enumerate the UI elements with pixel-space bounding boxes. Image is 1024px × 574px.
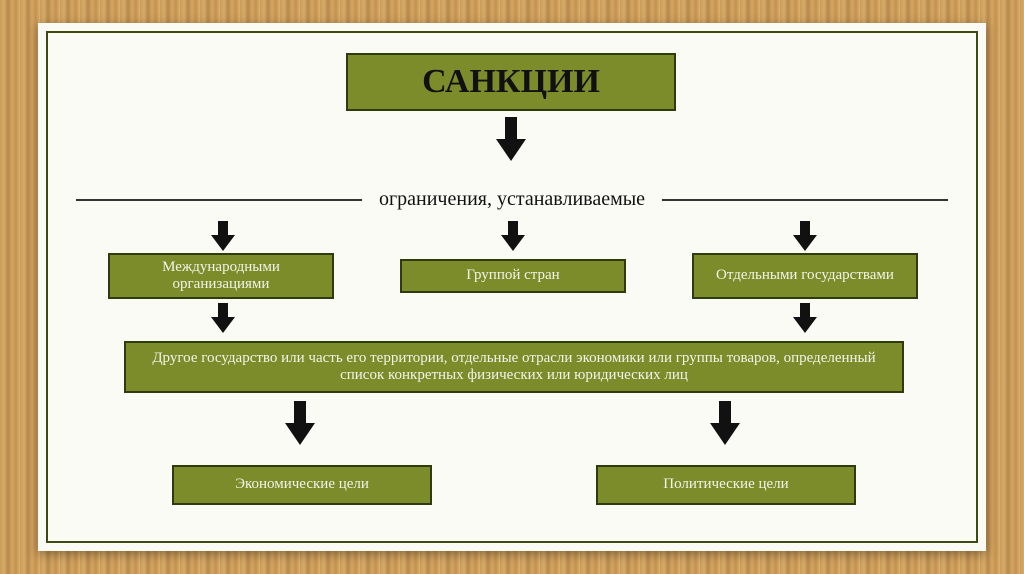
arrow-down-icon	[211, 303, 235, 335]
arrow-down-icon	[285, 401, 315, 447]
node-country-group: Группой стран	[400, 259, 626, 293]
node-economic-goals: Экономические цели	[172, 465, 432, 505]
arrow-down-icon	[501, 221, 525, 253]
node-title: САНКЦИИ	[346, 53, 676, 111]
slide-frame: САНКЦИИ ограничения, устанавливаемые Меж…	[46, 31, 978, 543]
wood-backdrop: САНКЦИИ ограничения, устанавливаемые Меж…	[0, 0, 1024, 574]
arrow-down-icon	[793, 303, 817, 335]
slide-card: САНКЦИИ ограничения, устанавливаемые Меж…	[38, 23, 986, 551]
arrow-down-icon	[793, 221, 817, 253]
arrow-down-icon	[211, 221, 235, 253]
arrow-down-icon	[496, 117, 526, 163]
node-political-goals: Политические цели	[596, 465, 856, 505]
node-individual-states: Отдельными государствами	[692, 253, 918, 299]
node-restrictions: ограничения, устанавливаемые	[362, 181, 662, 217]
node-international-orgs: Международными организациями	[108, 253, 334, 299]
node-targets-description: Другое государство или часть его террито…	[124, 341, 904, 393]
arrow-down-icon	[710, 401, 740, 447]
